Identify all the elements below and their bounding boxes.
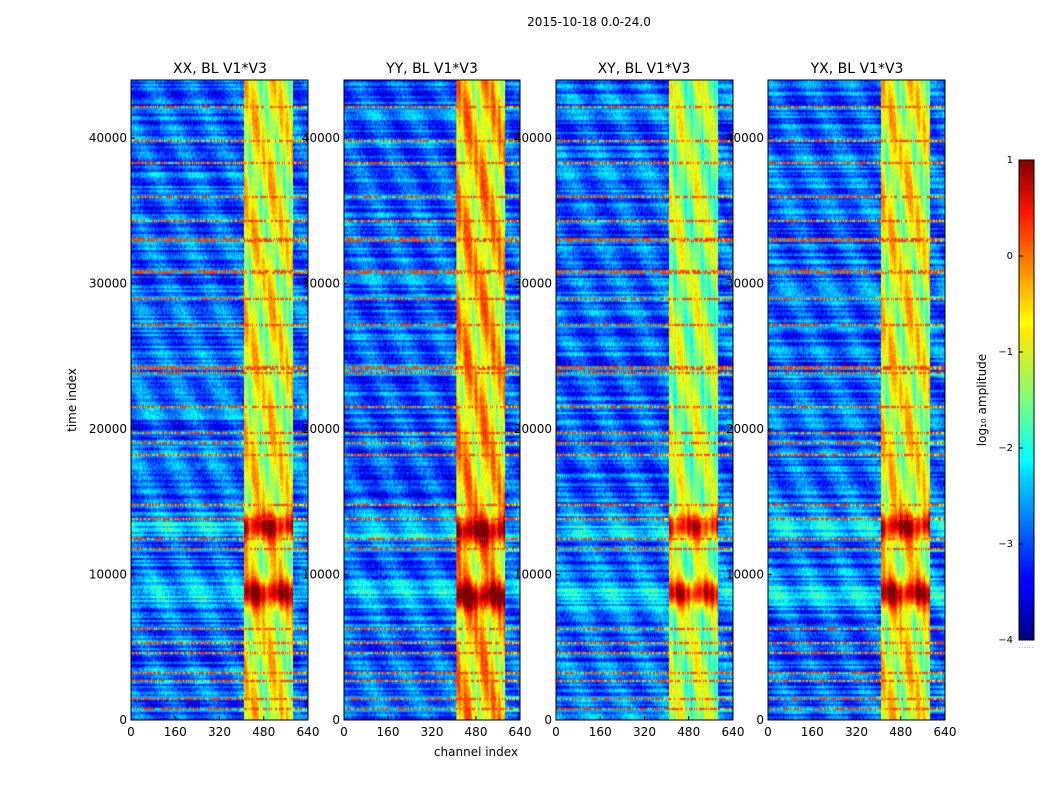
x-tick-label: 0: [552, 725, 560, 739]
x-tick-label: 480: [677, 725, 700, 739]
suptitle: 2015-10-18 0.0-24.0: [527, 15, 651, 29]
x-tick-label: 320: [633, 725, 656, 739]
y-tick-label: 40000: [302, 131, 340, 145]
x-tick-label: 160: [589, 725, 612, 739]
panel-title-xx: XX, BL V1*V3: [173, 61, 267, 77]
panel-xy: XY, BL V1*V3 0 160 320 480 640 0 10000 20000 300…: [514, 61, 745, 739]
x-tick-label: 0: [340, 725, 348, 739]
heatmap-image-xy: [556, 80, 733, 720]
x-tick-label: 480: [252, 725, 275, 739]
y-tick-label: 0: [332, 713, 340, 727]
x-tick-label: 320: [845, 725, 868, 739]
x-tick-label: 0: [127, 725, 135, 739]
y-tick-label: 10000: [89, 568, 127, 582]
colorbar-tick-label: −3: [998, 539, 1013, 550]
x-axis-label: channel index: [434, 745, 518, 759]
heatmap-image-yx: [768, 80, 945, 720]
colorbar-tick-label: −2: [998, 443, 1013, 454]
panel-title-xy: XY, BL V1*V3: [598, 61, 691, 77]
x-tick-label: 320: [208, 725, 231, 739]
x-tick-label: 480: [889, 725, 912, 739]
y-tick-label: 20000: [514, 422, 552, 436]
y-tick-label: 20000: [302, 422, 340, 436]
y-tick-label: 30000: [726, 277, 764, 291]
x-tick-label: 160: [377, 725, 400, 739]
x-tick-label: 640: [934, 725, 957, 739]
y-tick-label: 0: [544, 713, 552, 727]
x-tick-label: 0: [764, 725, 772, 739]
x-tick-label: 640: [722, 725, 745, 739]
colorbar-tick-label: 1: [1007, 155, 1013, 166]
y-tick-label: 40000: [726, 131, 764, 145]
y-tick-label: 10000: [726, 568, 764, 582]
panel-title-yx: YX, BL V1*V3: [810, 61, 904, 77]
x-tick-label: 480: [465, 725, 488, 739]
y-tick-label: 40000: [89, 131, 127, 145]
colorbar-tick-label: −1: [998, 347, 1013, 358]
colorbar-tick-label: 0: [1007, 251, 1013, 262]
heatmap-image-yy: [344, 80, 520, 720]
y-tick-label: 20000: [726, 422, 764, 436]
y-tick-label: 0: [119, 713, 127, 727]
panel-title-yy: YY, BL V1*V3: [385, 61, 478, 77]
y-tick-label: 20000: [89, 422, 127, 436]
x-tick-label: 320: [421, 725, 444, 739]
panel-yx: YX, BL V1*V3 0 160 320 480 640 0 10000 20000 300…: [726, 61, 957, 739]
y-tick-label: 30000: [302, 277, 340, 291]
colorbar-frame: [1018, 159, 1035, 641]
panel-yy: YY, BL V1*V3 0 160 320 480 640 0 10000 20000 300…: [302, 61, 532, 739]
x-tick-label: 640: [509, 725, 532, 739]
y-tick-label: 10000: [514, 568, 552, 582]
y-tick-label: 30000: [89, 277, 127, 291]
panel-xx: XX, BL V1*V3 0 160 320 480 640 0 10000 20000 300…: [89, 61, 320, 739]
colorbar: 1 0 −1 −2 −3 −4 log₁₀ amplitude ......: [975, 155, 1035, 650]
x-tick-label: 640: [297, 725, 320, 739]
y-axis-label: time index: [65, 368, 79, 432]
colorbar-label: log₁₀ amplitude: [975, 354, 989, 446]
heatmap-image-xx: [131, 80, 308, 720]
colorbar-footer: ......: [1018, 641, 1033, 650]
colorbar-tick-label: −4: [998, 635, 1013, 646]
colorbar-gradient: [1019, 160, 1034, 640]
y-tick-label: 40000: [514, 131, 552, 145]
y-tick-label: 30000: [514, 277, 552, 291]
y-tick-label: 10000: [302, 568, 340, 582]
x-tick-label: 160: [164, 725, 187, 739]
x-tick-label: 160: [801, 725, 824, 739]
y-tick-label: 0: [756, 713, 764, 727]
